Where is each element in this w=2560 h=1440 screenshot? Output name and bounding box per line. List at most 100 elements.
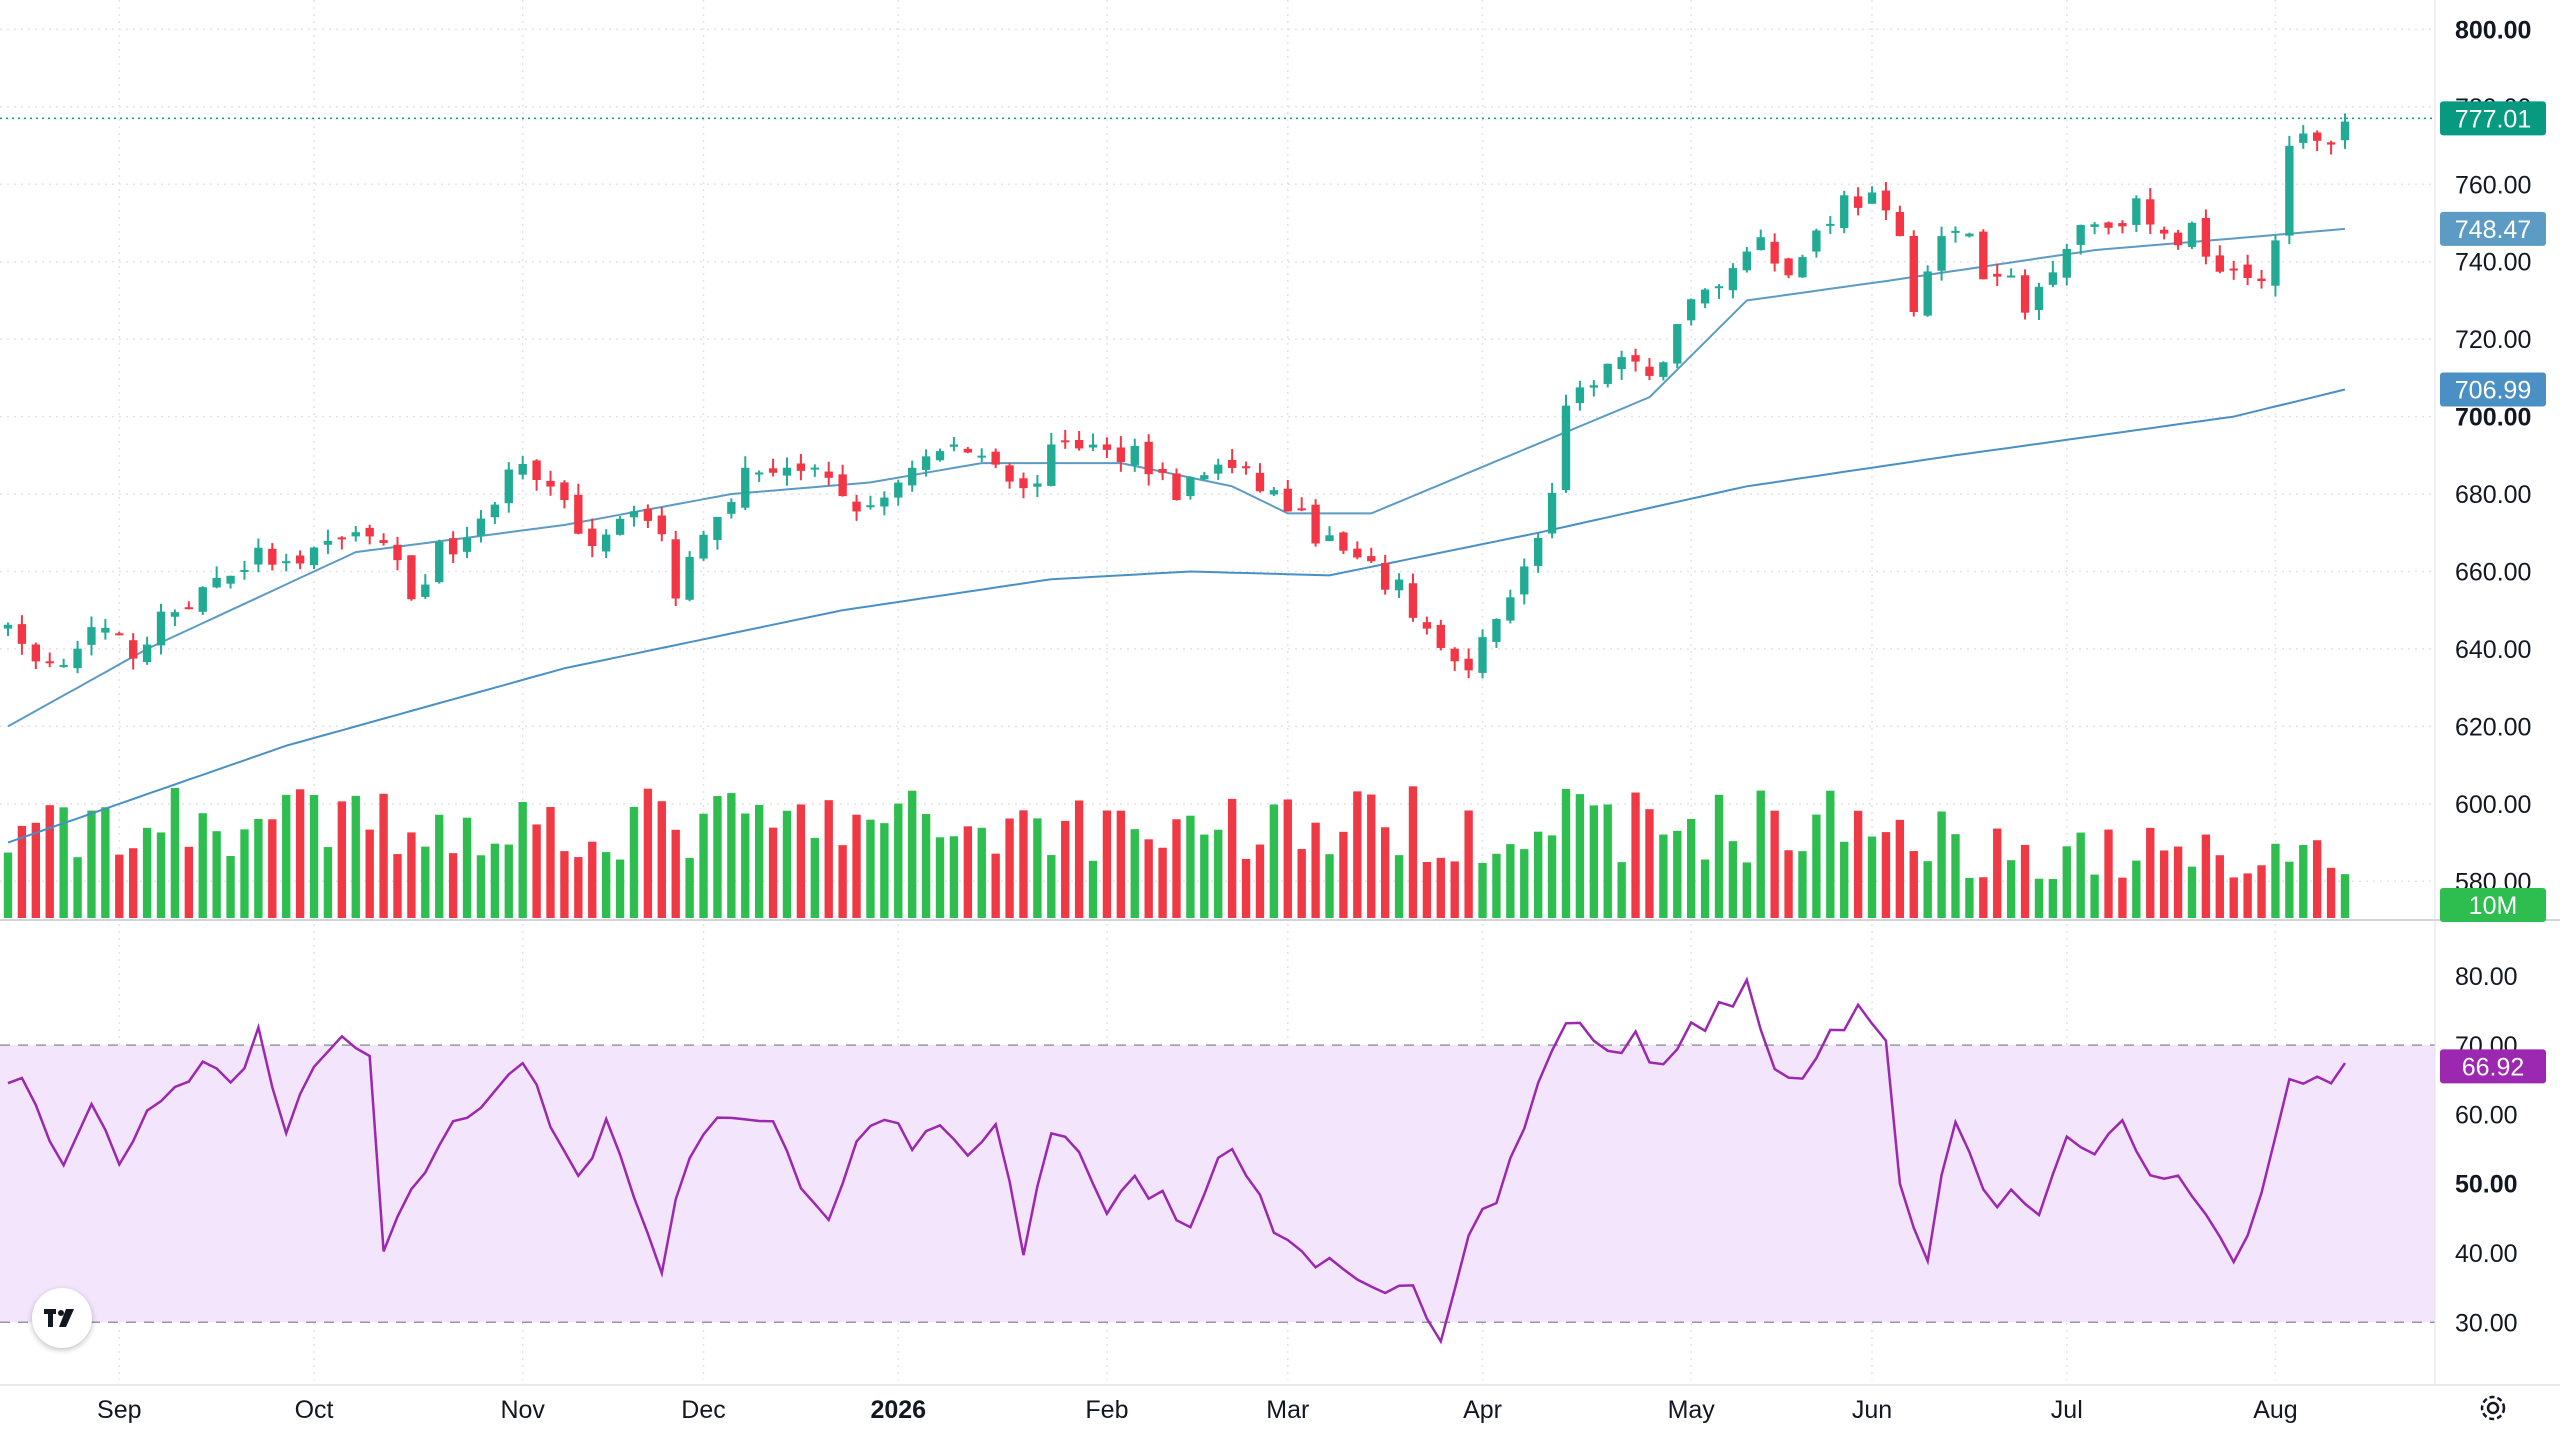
volume-bar [1812, 814, 1821, 918]
volume-bar [1241, 858, 1251, 918]
volume-bar [532, 824, 541, 918]
candle-body [2285, 145, 2294, 236]
candle-body [337, 537, 347, 540]
candle-body [921, 456, 931, 470]
candle-body [2020, 275, 2030, 313]
volume-bar [2271, 843, 2280, 918]
candle-body [184, 607, 194, 610]
volume-bars [3, 786, 2350, 918]
candle-body [504, 469, 513, 504]
volume-bar [2048, 879, 2058, 918]
settings-gear-icon[interactable] [2478, 1393, 2508, 1423]
volume-bar [1033, 818, 1042, 918]
volume-bar [1005, 818, 1014, 918]
volume-bar [351, 795, 360, 918]
moving-average-line [7, 388, 2346, 844]
candle-body [699, 534, 708, 559]
candle-body [1937, 236, 1946, 271]
volume-bar [1158, 847, 1167, 918]
candle-body [963, 448, 973, 453]
ma-badge-2: 706.99 [2455, 377, 2531, 405]
price-tick-label: 700.00 [2455, 404, 2531, 432]
volume-bar [3, 852, 13, 918]
candle-body [407, 555, 416, 600]
candle-body [1116, 447, 1126, 463]
candle-body [45, 661, 54, 664]
candle-body [1840, 195, 1849, 228]
volume-bar [1214, 829, 1223, 918]
volume-bar [1603, 804, 1612, 918]
candle-body [1951, 230, 1960, 233]
volume-bar [2006, 860, 2016, 918]
volume-bar [643, 788, 653, 918]
volume-bar [1742, 862, 1752, 918]
candle-body [1965, 233, 1974, 237]
volume-bar [226, 855, 235, 918]
candle-body [782, 467, 792, 476]
candle-body [643, 508, 653, 521]
candle-body [824, 471, 833, 478]
tradingview-logo[interactable] [32, 1288, 92, 1348]
volume-bar [2299, 844, 2308, 918]
candle-body [741, 467, 750, 508]
volume-bar [2159, 850, 2169, 918]
candle-body [1867, 192, 1877, 204]
candle-body [17, 624, 27, 644]
volume-bar [2034, 878, 2044, 918]
volume-bar [657, 801, 666, 918]
volume-bar [727, 793, 736, 918]
volume-bar [713, 796, 722, 918]
candle-body [1033, 483, 1042, 487]
volume-bar [2132, 860, 2141, 918]
volume-bar [768, 827, 778, 918]
moving-averages [0, 117, 2435, 844]
volume-bar [1520, 849, 1529, 918]
rsi-line [7, 976, 2347, 1345]
candle-body [574, 494, 583, 534]
volume-bar [421, 846, 430, 918]
candle-body [1534, 537, 1543, 566]
volume-bar [1756, 790, 1765, 918]
candle-body [2271, 240, 2280, 286]
volume-bar [2326, 867, 2336, 918]
candle-body [1367, 556, 1376, 562]
candle-body [532, 460, 541, 481]
volume-bar [1937, 811, 1946, 918]
volume-bar [504, 844, 513, 918]
volume-bar [1200, 834, 1209, 918]
candle-body [73, 648, 82, 669]
time-tick-label: Jul [2051, 1396, 2083, 1424]
volume-bar [1144, 839, 1153, 918]
candle-body [2062, 248, 2071, 278]
time-tick-label: Apr [1463, 1396, 1502, 1424]
volume-bar [365, 829, 374, 918]
volume-bar [17, 825, 27, 918]
candle-body [1186, 477, 1195, 497]
candle-body [838, 474, 847, 497]
volume-bar [2215, 855, 2224, 918]
candle-body [142, 644, 152, 663]
volume-bar [1909, 851, 1918, 918]
volume-bar [880, 823, 889, 918]
candle-body [1339, 532, 1348, 551]
candle-body [1464, 658, 1473, 671]
ma-badge-1-bg [2440, 211, 2546, 246]
volume-bar [1074, 800, 1084, 918]
candle-body [1061, 440, 1070, 443]
volume-bar [2285, 861, 2294, 918]
candle-body [2132, 198, 2141, 225]
volume-bar [935, 837, 945, 918]
candle-body [1005, 465, 1014, 482]
rsi-tick-label: 80.00 [2455, 963, 2518, 991]
candle-body [977, 455, 986, 458]
volume-bar [435, 814, 444, 918]
candle-body [2243, 264, 2252, 278]
candle-body [949, 444, 959, 447]
volume-bar [1645, 809, 1654, 918]
volume-bar [2104, 829, 2113, 918]
volume-bar [1965, 877, 1974, 918]
candle-body [448, 538, 458, 555]
volume-bar [448, 853, 458, 918]
price-tick-label: 600.00 [2455, 791, 2531, 819]
